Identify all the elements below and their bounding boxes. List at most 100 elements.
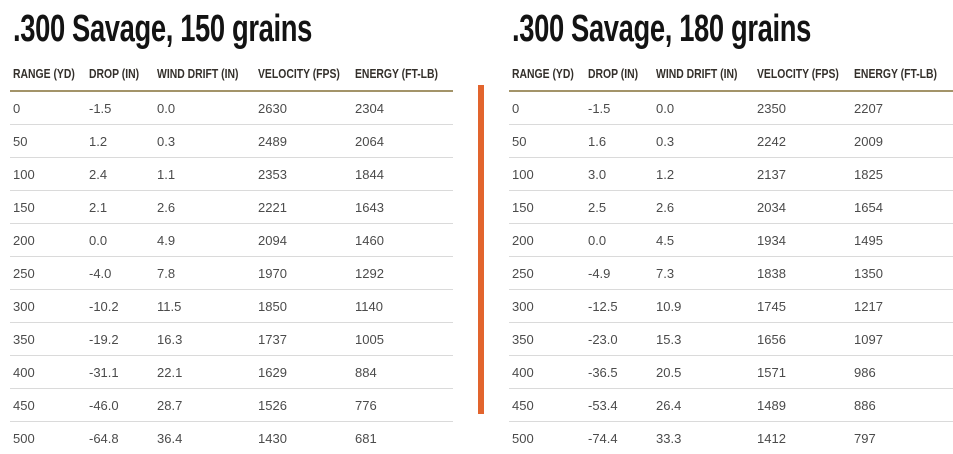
table-cell: 2207: [854, 91, 953, 125]
table-cell: 400: [10, 356, 89, 389]
table-title-180gr: .300 Savage, 180 grains: [512, 8, 927, 50]
table-cell: 2.5: [588, 191, 656, 224]
table-cell: 884: [355, 356, 453, 389]
table-cell: 0.0: [656, 91, 757, 125]
table-cell: 1.1: [157, 158, 258, 191]
table-cell: 20.5: [656, 356, 757, 389]
table-cell: 1838: [757, 257, 854, 290]
table-cell: 200: [509, 224, 588, 257]
table-cell: 776: [355, 389, 453, 422]
table-cell: -74.4: [588, 422, 656, 454]
table-cell: 1292: [355, 257, 453, 290]
table-cell: -53.4: [588, 389, 656, 422]
table-cell: 0: [509, 91, 588, 125]
table-cell: 2353: [258, 158, 355, 191]
table-cell: 1430: [258, 422, 355, 454]
table-cell: 1850: [258, 290, 355, 323]
column-header-label: VELOCITY (FPS): [757, 66, 839, 81]
table-cell: -1.5: [588, 91, 656, 125]
table-cell: 11.5: [157, 290, 258, 323]
table-cell: 16.3: [157, 323, 258, 356]
table-cell: 500: [509, 422, 588, 454]
header-row: RANGE (YD) DROP (IN) WIND DRIFT (IN)VELOCI…: [509, 62, 953, 91]
table-cell: -64.8: [89, 422, 157, 454]
table-cell: 681: [355, 422, 453, 454]
table-cell: 450: [10, 389, 89, 422]
table-cell: 150: [509, 191, 588, 224]
table-cell: -19.2: [89, 323, 157, 356]
column-header: VELOCITY (FPS): [258, 62, 355, 91]
table-cell: 2221: [258, 191, 355, 224]
table-cell: 0.0: [89, 224, 157, 257]
table-cell: 0.0: [588, 224, 656, 257]
table-cell: 2.6: [157, 191, 258, 224]
table-cell: 15.3: [656, 323, 757, 356]
table-cell: 1412: [757, 422, 854, 454]
table-cell: 2034: [757, 191, 854, 224]
header-row: RANGE (YD)DROP (IN)WIND DRIFT (IN)VELOCI…: [10, 62, 453, 91]
table-cell: 1.6: [588, 125, 656, 158]
ballistics-table-180gr-section: .300 Savage, 180 grains RANGE (YD) DROP (…: [509, 0, 953, 450]
table-cell: 2137: [757, 158, 854, 191]
table-cell: 2350: [757, 91, 854, 125]
table-cell: 1097: [854, 323, 953, 356]
table-cell: 50: [509, 125, 588, 158]
table-cell: 4.9: [157, 224, 258, 257]
table-cell: -10.2: [89, 290, 157, 323]
ballistics-table-150gr-section: .300 Savage, 150 grains RANGE (YD)DROP (…: [10, 0, 453, 450]
table-cell: 1629: [258, 356, 355, 389]
table-cell: 2.1: [89, 191, 157, 224]
table-title-180gr-text: .300 Savage, 180 grains: [512, 8, 811, 50]
column-header: DROP (IN): [588, 62, 656, 91]
column-header: WIND DRIFT (IN): [157, 62, 258, 91]
table-cell: -46.0: [89, 389, 157, 422]
table-cell: 1526: [258, 389, 355, 422]
column-header-label: DROP (IN): [588, 66, 638, 81]
table-cell: 33.3: [656, 422, 757, 454]
table-cell: 1350: [854, 257, 953, 290]
table-cell: 2064: [355, 125, 453, 158]
table-cell: 50: [10, 125, 89, 158]
column-header-label: RANGE (YD): [512, 66, 574, 81]
table-cell: 1844: [355, 158, 453, 191]
table-cell: 0.0: [157, 91, 258, 125]
table-cell: 1140: [355, 290, 453, 323]
column-header: WIND DRIFT (IN): [656, 62, 757, 91]
table-cell: 2242: [757, 125, 854, 158]
table-cell: 1.2: [656, 158, 757, 191]
table-cell: 26.4: [656, 389, 757, 422]
table-cell: 7.8: [157, 257, 258, 290]
table-cell: 886: [854, 389, 953, 422]
ballistics-table-180gr: RANGE (YD) DROP (IN) WIND DRIFT (IN)VELOCI…: [509, 62, 953, 454]
table-cell: 400: [509, 356, 588, 389]
table-cell: 200: [10, 224, 89, 257]
table-cell: 1654: [854, 191, 953, 224]
table-cell: 36.4: [157, 422, 258, 454]
table-cell: -4.9: [588, 257, 656, 290]
table-cell: 2489: [258, 125, 355, 158]
table-cell: 250: [10, 257, 89, 290]
table-cell: 300: [10, 290, 89, 323]
table-cell: 2.6: [656, 191, 757, 224]
table-cell: -31.1: [89, 356, 157, 389]
table-cell: 150: [10, 191, 89, 224]
column-header: ENERGY (FT-LB): [854, 62, 953, 91]
column-header-label: VELOCITY (FPS): [258, 66, 340, 81]
table-cell: 1217: [854, 290, 953, 323]
table-cell: 250: [509, 257, 588, 290]
